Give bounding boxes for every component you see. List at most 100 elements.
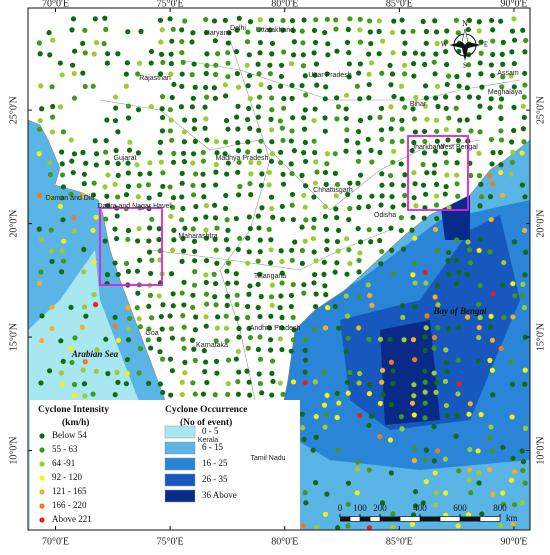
track-point [379, 136, 385, 143]
track-point [127, 139, 133, 145]
track-point [521, 94, 527, 100]
track-point [104, 193, 110, 199]
track-point [236, 192, 242, 198]
track-point [213, 302, 219, 308]
scale-segment [479, 516, 501, 522]
track-point [313, 291, 319, 297]
track-point [193, 314, 199, 320]
track-point [343, 348, 349, 354]
track-point [313, 434, 319, 440]
track-point [389, 29, 395, 36]
track-point [422, 269, 428, 276]
track-point [497, 522, 504, 528]
scale-segment [460, 516, 480, 522]
track-point [224, 217, 230, 223]
track-point [313, 159, 319, 165]
track-point [333, 17, 339, 23]
track-point [499, 192, 505, 198]
track-point [334, 414, 340, 421]
track-point [225, 74, 231, 80]
track-point [487, 194, 494, 200]
track-point [167, 107, 173, 113]
track-point [401, 202, 407, 208]
track-point [223, 325, 230, 331]
track-point [379, 379, 385, 385]
track-point [488, 136, 495, 143]
track-point [325, 52, 331, 58]
track-point [158, 51, 165, 57]
track-point [203, 291, 210, 297]
track-point [454, 172, 460, 178]
track-point [257, 249, 263, 255]
track-point [311, 225, 317, 231]
track-point [500, 39, 506, 46]
track-point [301, 150, 307, 156]
track-point [180, 205, 186, 212]
track-point [288, 348, 294, 354]
track-point [234, 292, 240, 298]
track-point [343, 115, 349, 122]
track-point [69, 359, 75, 366]
track-point [399, 426, 405, 432]
track-point [59, 149, 65, 155]
track-point [203, 323, 209, 329]
track-point [311, 194, 317, 200]
track-point [345, 523, 351, 529]
track-point [113, 94, 119, 100]
track-point [204, 94, 210, 100]
track-point [412, 50, 418, 56]
track-point [235, 379, 241, 385]
track-point [431, 345, 437, 351]
track-point [170, 291, 176, 297]
track-point [400, 246, 407, 252]
track-point [489, 367, 495, 373]
track-point [312, 271, 318, 278]
track-point [499, 282, 505, 288]
track-point [237, 183, 243, 190]
place-label: Odisha [374, 212, 396, 219]
track-point [476, 334, 482, 341]
track-point [148, 60, 154, 66]
track-point [37, 118, 43, 124]
track-point [103, 336, 109, 342]
track-point [289, 170, 295, 177]
track-point [213, 62, 219, 68]
track-point [137, 171, 143, 177]
track-point [203, 203, 210, 209]
track-point [225, 260, 232, 266]
legend-dot [39, 433, 45, 439]
track-point [182, 359, 188, 365]
track-point [387, 336, 393, 342]
track-point [356, 257, 362, 263]
track-point [71, 151, 78, 157]
track-point [522, 49, 528, 55]
track-point [346, 50, 352, 56]
track-point [357, 96, 363, 102]
track-point [489, 337, 496, 343]
track-point [247, 225, 253, 232]
study-box [407, 135, 469, 211]
legend-swatch [164, 457, 196, 471]
track-point [81, 381, 88, 387]
track-point [169, 368, 175, 374]
track-point [214, 260, 220, 266]
track-point [268, 237, 274, 243]
track-point [168, 61, 174, 67]
lat-label: 15°0'N [535, 323, 546, 351]
track-point [421, 215, 427, 221]
lon-label: 70°0'E [42, 0, 69, 9]
track-point [103, 26, 109, 33]
track-point [257, 237, 263, 243]
track-point [113, 236, 120, 242]
track-point [312, 39, 319, 46]
track-point [488, 96, 494, 102]
track-point [204, 301, 210, 307]
track-point [522, 367, 528, 373]
track-point [126, 147, 133, 153]
track-point [258, 138, 264, 144]
track-point [434, 448, 441, 454]
track-point [454, 281, 460, 287]
track-point [223, 192, 229, 199]
track-point [36, 151, 42, 157]
track-point [203, 279, 209, 286]
